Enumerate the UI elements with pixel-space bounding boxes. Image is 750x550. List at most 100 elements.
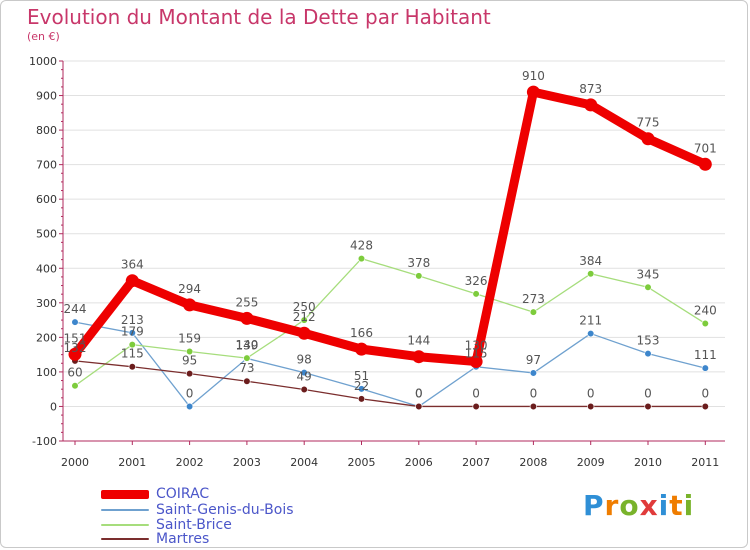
legend-label-coirac: COIRAC xyxy=(156,486,210,502)
y-tick-label: -100 xyxy=(32,435,57,448)
x-tick-label: 2005 xyxy=(348,456,376,469)
data-point-saint-genis-du-bois xyxy=(701,364,709,372)
data-point-saint-brice xyxy=(71,382,79,390)
y-tick-label: 1000 xyxy=(29,55,57,68)
logo-letter: i xyxy=(683,489,695,522)
y-tick-label: 800 xyxy=(36,124,57,137)
chart-subtitle: (en €) xyxy=(27,30,60,43)
data-point-saint-genis-du-bois xyxy=(71,318,79,326)
data-label-coirac: 775 xyxy=(637,116,660,130)
data-label-martres: 115 xyxy=(121,347,144,361)
data-label-saint-genis-du-bois: 98 xyxy=(297,353,312,367)
data-point-coirac xyxy=(584,98,598,112)
data-label-saint-genis-du-bois: 213 xyxy=(121,313,144,327)
series-line-saint-brice xyxy=(74,257,706,387)
data-point-coirac xyxy=(469,355,483,369)
legend-item-saint-brice: Saint-Brice xyxy=(101,517,232,533)
data-label-saint-brice: 345 xyxy=(637,267,660,281)
data-label-coirac: 873 xyxy=(579,82,602,96)
data-label-saint-genis-du-bois: 211 xyxy=(579,314,602,328)
logo-letter: x xyxy=(639,489,659,522)
data-label-coirac: 701 xyxy=(694,141,717,155)
x-tick-label: 2007 xyxy=(462,456,490,469)
data-label-saint-brice: 428 xyxy=(350,239,373,253)
data-label-saint-brice: 378 xyxy=(407,256,430,270)
data-label-coirac: 130 xyxy=(465,339,488,353)
data-label-saint-brice: 60 xyxy=(67,366,82,380)
data-label-saint-brice: 326 xyxy=(465,274,488,288)
x-tick-label: 2002 xyxy=(176,456,204,469)
data-point-saint-genis-du-bois xyxy=(186,402,194,411)
data-label-coirac: 255 xyxy=(235,295,258,309)
data-point-saint-genis-du-bois xyxy=(128,329,136,337)
data-label-saint-genis-du-bois: 0 xyxy=(186,386,194,400)
data-label-saint-genis-du-bois: 51 xyxy=(354,369,369,383)
data-point-coirac xyxy=(240,311,254,325)
data-point-saint-brice xyxy=(701,319,709,328)
data-label-martres: 49 xyxy=(297,370,312,384)
series-line-martres xyxy=(74,360,706,408)
x-tick-label: 2009 xyxy=(577,456,605,469)
data-point-saint-genis-du-bois xyxy=(357,385,366,393)
x-tick-label: 2003 xyxy=(233,456,261,469)
data-point-martres xyxy=(128,363,136,371)
data-label-coirac: 166 xyxy=(350,326,373,340)
data-label-coirac: 151 xyxy=(64,331,87,345)
logo-letter: o xyxy=(619,489,640,522)
chart-title: Evolution du Montant de la Dette par Hab… xyxy=(27,5,491,29)
legend-item-coirac: COIRAC xyxy=(101,486,209,502)
y-tick-label: 700 xyxy=(36,159,57,172)
data-label-saint-brice: 140 xyxy=(235,338,258,352)
logo-letter: t xyxy=(669,489,684,522)
data-label-saint-brice: 384 xyxy=(579,254,602,268)
data-point-saint-brice xyxy=(529,308,538,316)
x-tick-label: 2011 xyxy=(691,456,719,469)
data-label-saint-genis-du-bois: 244 xyxy=(64,302,87,316)
legend-item-martres: Martres xyxy=(101,531,209,547)
logo-letter: i xyxy=(658,489,670,522)
logo-letter: P xyxy=(583,489,605,522)
data-label-coirac: 910 xyxy=(522,69,545,83)
legend-item-saint-genis-du-bois: Saint-Genis-du-Bois xyxy=(101,502,294,518)
series-line-saint-genis-du-bois xyxy=(74,321,706,408)
legend-swatch-saint-brice xyxy=(101,524,149,526)
data-label-saint-genis-du-bois: 139 xyxy=(235,338,258,352)
data-point-martres xyxy=(186,370,194,378)
data-point-saint-brice xyxy=(472,290,480,298)
data-point-coirac xyxy=(526,85,540,99)
data-point-coirac xyxy=(183,298,197,312)
data-label-martres: 73 xyxy=(239,361,254,375)
data-label-martres: 22 xyxy=(354,379,369,393)
data-point-saint-brice xyxy=(128,341,136,349)
data-label-martres: 132 xyxy=(64,341,87,355)
data-label-saint-genis-du-bois: 153 xyxy=(637,334,660,348)
data-point-coirac xyxy=(412,350,426,364)
data-point-martres xyxy=(243,377,251,385)
data-label-martres: 0 xyxy=(701,386,709,400)
y-tick-label: 200 xyxy=(36,331,57,344)
data-label-saint-genis-du-bois: 0 xyxy=(415,386,423,400)
data-label-martres: 95 xyxy=(182,354,197,368)
data-label-martres: 0 xyxy=(415,386,423,400)
data-point-saint-brice xyxy=(587,270,595,278)
data-point-martres xyxy=(529,402,538,411)
data-label-saint-brice: 250 xyxy=(293,300,316,314)
data-point-coirac xyxy=(68,347,82,361)
data-point-saint-brice xyxy=(243,354,251,362)
x-tick-label: 2000 xyxy=(61,456,89,469)
series-line-coirac xyxy=(70,87,710,367)
legend-label-saint-genis-du-bois: Saint-Genis-du-Bois xyxy=(156,502,294,518)
legend-swatch-martres xyxy=(101,538,149,540)
data-point-martres xyxy=(357,395,366,403)
data-label-coirac: 144 xyxy=(407,334,430,348)
data-label-coirac: 364 xyxy=(121,258,144,272)
data-point-saint-brice xyxy=(357,255,366,263)
data-point-martres xyxy=(587,402,595,411)
data-label-martres: 0 xyxy=(530,386,538,400)
y-tick-label: 400 xyxy=(36,262,57,275)
x-tick-label: 2006 xyxy=(405,456,433,469)
data-point-coirac xyxy=(641,132,655,146)
x-tick-label: 2004 xyxy=(290,456,318,469)
proxiti-logo: Proxiti xyxy=(583,489,694,522)
